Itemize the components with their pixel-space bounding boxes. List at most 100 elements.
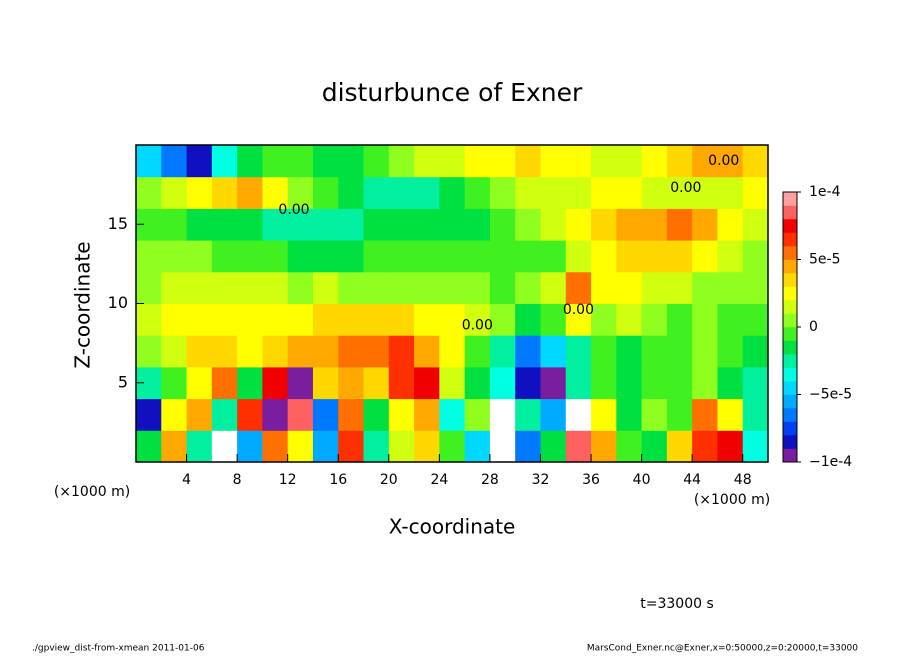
heatmap-cell (186, 430, 213, 463)
heatmap-cell (489, 430, 516, 463)
heatmap-cell (161, 366, 188, 400)
heatmap-cell (237, 430, 263, 463)
heatmap-cell (237, 398, 263, 431)
y-axis-label: Z-coordinate (71, 241, 95, 368)
heatmap-cell (641, 145, 668, 178)
heatmap-cell (489, 303, 516, 336)
heatmap-cell (565, 208, 592, 241)
heatmap-cell (515, 398, 541, 431)
heatmap-cell (439, 303, 466, 336)
heatmap-cell (692, 366, 718, 400)
heatmap-cell (414, 208, 440, 241)
heatmap-cell (186, 240, 213, 273)
heatmap-cell (666, 176, 693, 209)
heatmap-cell (717, 335, 744, 368)
heatmap-cell (161, 240, 188, 273)
heatmap-cell (742, 240, 769, 273)
heatmap-cell (161, 176, 188, 209)
heatmap-cell (262, 240, 289, 273)
heatmap-cell (515, 145, 541, 178)
heatmap-cell (540, 176, 567, 209)
heatmap-cell (565, 176, 592, 209)
colorbar-swatch (783, 327, 797, 341)
heatmap-cell (666, 208, 693, 241)
heatmap-cell (237, 366, 263, 400)
heatmap-cell (312, 430, 339, 463)
heatmap-cell (591, 208, 617, 241)
heatmap-cell (692, 176, 718, 209)
heatmap-cell (565, 430, 592, 463)
heatmap-cell (186, 366, 213, 400)
heatmap-cell (439, 398, 466, 431)
heatmap-cell (136, 240, 162, 273)
colorbar-swatch (783, 340, 797, 355)
heatmap-cell (616, 335, 643, 368)
heatmap-cell (489, 208, 516, 241)
heatmap-cell (312, 176, 339, 209)
heatmap-cell (641, 398, 668, 431)
heatmap-cell (414, 145, 440, 178)
heatmap-cell (312, 208, 339, 241)
heatmap-cell (312, 366, 339, 400)
heatmap-cell (540, 398, 567, 431)
contour-label: 0.00 (670, 180, 701, 196)
heatmap-cell (363, 145, 390, 178)
heatmap-cell (489, 176, 516, 209)
colorbar-swatch (783, 259, 797, 274)
heatmap-cell (692, 303, 718, 336)
heatmap-cell (414, 366, 440, 400)
heatmap-cell (616, 303, 643, 336)
heatmap-cell (186, 398, 213, 431)
heatmap-cell (464, 303, 491, 336)
heatmap-cell (464, 271, 491, 304)
x-tick-label: 8 (233, 472, 242, 488)
heatmap-cell (388, 176, 415, 209)
heatmap-cell (338, 176, 365, 209)
heatmap-cell (540, 366, 567, 400)
heatmap-cell (161, 145, 188, 178)
heatmap-cell (717, 398, 744, 431)
heatmap-cell (287, 398, 314, 431)
heatmap-cell (287, 303, 314, 336)
colorbar-swatch (783, 192, 797, 206)
colorbar-swatch (783, 448, 797, 463)
heatmap-cell (717, 430, 744, 463)
colorbar-swatch (783, 205, 797, 220)
heatmap-cell (742, 335, 769, 368)
heatmap-cell (742, 208, 769, 241)
heatmap-cell (186, 208, 213, 241)
heatmap-cell (287, 430, 314, 463)
heatmap-cell (363, 430, 390, 463)
heatmap-cell (287, 366, 314, 400)
heatmap-cell (211, 366, 238, 400)
x-tick-label: 36 (582, 472, 600, 488)
heatmap-cell (464, 240, 491, 273)
heatmap-cell (363, 176, 390, 209)
x-tick-label: 16 (329, 472, 347, 488)
time-label: t=33000 s (640, 596, 714, 612)
heatmap-cell (540, 240, 567, 273)
heatmap-cell (616, 176, 643, 209)
heatmap-cell (641, 335, 668, 368)
heatmap-cell (641, 240, 668, 273)
heatmap-cell (136, 303, 162, 336)
heatmap-cell (338, 145, 365, 178)
heatmap-cell (464, 398, 491, 431)
heatmap-cell (742, 176, 769, 209)
heatmap-cell (591, 240, 617, 273)
heatmap-cell (136, 176, 162, 209)
heatmap-cell (312, 398, 339, 431)
colorbar-swatch (783, 408, 797, 422)
heatmap-cell (262, 145, 289, 178)
colorbar-tick-label: 0 (809, 319, 818, 335)
heatmap-cell (211, 240, 238, 273)
heatmap-cell (211, 335, 238, 368)
heatmap-cell (136, 271, 162, 304)
footer-left: ./gpview_dist-from-xmean 2011-01-06 (32, 644, 205, 654)
heatmap-cell (338, 240, 365, 273)
x-tick-label: 40 (633, 472, 651, 488)
heatmap-cell (540, 145, 567, 178)
heatmap-cell (388, 271, 415, 304)
heatmap-cell (312, 271, 339, 304)
heatmap-cell (439, 430, 466, 463)
